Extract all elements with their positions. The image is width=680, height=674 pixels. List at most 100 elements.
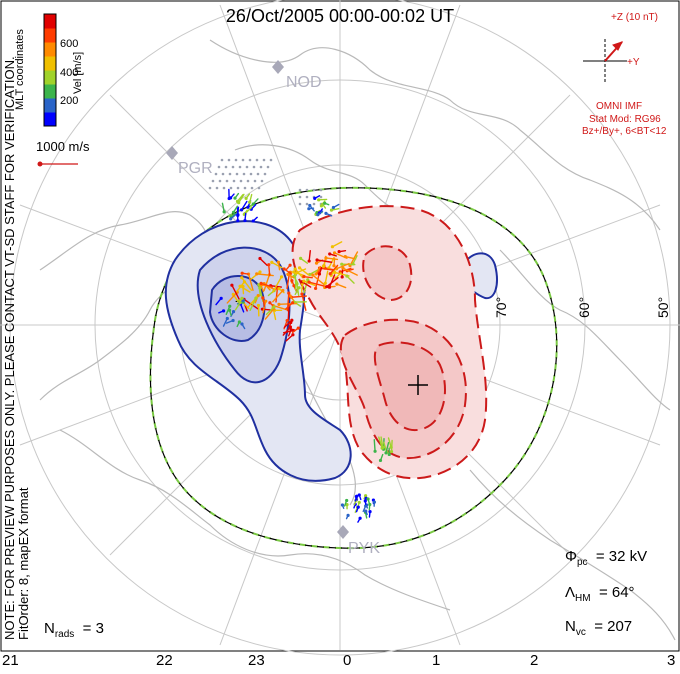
velocity-vector — [299, 257, 309, 264]
velocity-vector — [245, 193, 251, 200]
velocity-vector — [241, 276, 253, 291]
velocity-vector — [264, 308, 275, 320]
velocity-vector — [326, 277, 339, 288]
velocity-vector — [287, 273, 295, 279]
velocity-vector — [248, 193, 253, 203]
coverage-dot — [231, 165, 235, 169]
velocity-vector — [293, 275, 299, 284]
coverage-dot — [232, 179, 236, 183]
coverage-dot — [242, 172, 246, 176]
velocity-vector — [241, 323, 246, 330]
velocity-vector — [289, 295, 295, 302]
velocity-vector — [230, 212, 237, 218]
coverage-dot — [238, 165, 242, 169]
coverage-dot — [252, 165, 256, 169]
coverage-dot — [248, 158, 252, 162]
coverage-dot — [208, 186, 212, 190]
velocity-vector — [232, 205, 239, 214]
coverage-dot — [227, 158, 231, 162]
velocity-vector — [231, 284, 241, 302]
velocity-vector — [268, 263, 271, 276]
coverage-dot — [243, 186, 247, 190]
velocity-vector — [325, 212, 333, 217]
colorbar-segment — [44, 56, 56, 71]
velocity-vector — [363, 495, 367, 500]
fit-order-note: FitOrder: 8, mapEX format — [16, 487, 31, 640]
lat-label-70: 70° — [493, 296, 509, 318]
velocity-vector — [285, 264, 291, 271]
velocity-vector — [336, 283, 347, 289]
velocity-vector — [225, 319, 234, 324]
velocity-vector — [329, 253, 337, 257]
velocity-vector — [308, 249, 311, 262]
velocity-vector — [314, 275, 320, 290]
velocity-vector — [285, 334, 294, 342]
coverage-dot — [257, 186, 261, 190]
velocity-vector — [256, 273, 274, 277]
lat-label-60: 60° — [576, 296, 592, 318]
velocity-vector — [287, 303, 290, 322]
cross-polar-potential: Φpc = 32 kV — [565, 548, 648, 568]
velocity-vector — [357, 517, 361, 523]
velocity-vector — [303, 275, 313, 279]
velocity-vector — [283, 319, 293, 329]
imf-z-label: +Z (10 nT) — [611, 12, 658, 23]
velocity-vector — [324, 270, 329, 284]
coverage-dot — [235, 172, 239, 176]
x-tick-23: 23 — [248, 652, 265, 669]
station-pyk-marker — [337, 525, 349, 539]
velocity-vector — [349, 251, 359, 267]
colorbar-segment — [44, 112, 56, 127]
velocity-vector — [312, 274, 326, 286]
velocity-vector — [355, 506, 359, 513]
imf-y-label: +Y — [627, 57, 640, 68]
coverage-dot — [229, 186, 233, 190]
velocity-vector — [260, 282, 274, 288]
hmb-latitude: ΛHM = 64° — [565, 584, 635, 604]
coverage-dot — [260, 179, 264, 183]
station-pgr-label: PGR — [178, 160, 213, 177]
station-nod-label: NOD — [286, 74, 322, 91]
velocity-vector — [390, 439, 393, 453]
map-title: 26/Oct/2005 00:00-00:02 UT — [225, 6, 455, 26]
stat-model-label: Stat Mod: RG96 — [589, 114, 661, 125]
coverage-dot — [298, 202, 302, 206]
velocity-vector — [331, 241, 343, 248]
velocity-vector — [272, 289, 284, 303]
velocity-vector — [325, 257, 339, 261]
coverage-dot — [319, 195, 323, 199]
velocity-vector — [275, 287, 279, 303]
velocity-vector — [294, 286, 300, 296]
velocity-vector — [240, 200, 248, 211]
velocity-vector — [328, 274, 336, 288]
coverage-dot — [249, 172, 253, 176]
velocity-vector — [285, 302, 294, 310]
velocity-vector — [362, 505, 367, 513]
coverage-dot — [224, 165, 228, 169]
velocity-vector — [215, 297, 222, 306]
velocity-vector — [286, 292, 290, 312]
coverage-dot — [259, 165, 263, 169]
velocity-vector — [260, 284, 265, 293]
velocity-vector — [298, 267, 310, 276]
imf-clock — [583, 39, 627, 83]
velocity-vector — [259, 257, 268, 267]
velocity-vector — [379, 453, 384, 462]
x-tick-22: 22 — [156, 652, 173, 669]
velocity-vector — [234, 301, 241, 311]
velocity-vector — [250, 271, 261, 280]
coverage-dot — [225, 179, 229, 183]
colorbar-segment — [44, 14, 56, 29]
radar-count: Nrads = 3 — [44, 620, 104, 640]
velocity-vector — [225, 305, 231, 316]
velocity-vector — [237, 206, 240, 217]
velocity-vector — [218, 310, 225, 314]
coverage-dot — [305, 188, 309, 192]
velocity-vector — [300, 282, 304, 293]
velocity-vector — [357, 501, 360, 507]
coverage-dot — [312, 188, 316, 192]
colorbar-segment — [44, 42, 56, 57]
velocity-vector — [346, 275, 355, 284]
coverage-dot — [266, 165, 270, 169]
